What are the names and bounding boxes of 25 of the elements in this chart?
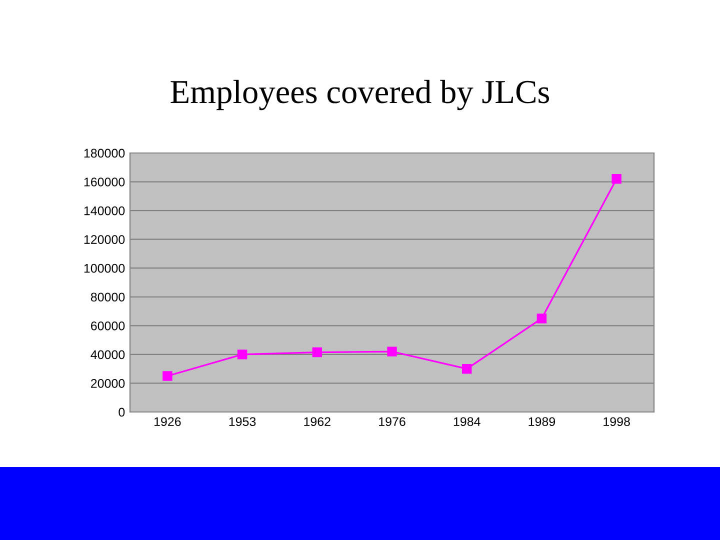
point	[612, 174, 622, 184]
point	[536, 314, 547, 324]
y-tick-label: 180000	[84, 148, 125, 158]
point	[387, 346, 397, 356]
y-tick-label: 160000	[84, 178, 125, 186]
y-tick-label: 0	[118, 408, 125, 417]
y-tick-label: 80000	[90, 292, 125, 302]
x-tick-label: 1984	[454, 417, 480, 426]
chart-title: Employees covered by JLCs	[170, 80, 550, 110]
y-tick-label: 20000	[91, 379, 125, 388]
y-tick-label: 140000	[84, 206, 125, 216]
y-tick-label: 40000	[90, 350, 125, 360]
point	[162, 371, 172, 381]
x-tick-label: 1962	[304, 417, 330, 426]
x-tick-label: 1926	[154, 417, 181, 426]
x-tick-label: 1989	[528, 417, 556, 426]
y-tick-label: 60000	[91, 321, 125, 330]
y-tick-label: 120000	[84, 235, 125, 244]
y-tick-label: 100000	[84, 264, 125, 273]
point	[237, 350, 248, 360]
x-tick-label: 1998	[604, 417, 630, 426]
point	[312, 347, 322, 358]
x-tick-label: 1953	[229, 417, 256, 426]
x-tick-label: 1976	[379, 417, 406, 426]
point	[462, 364, 472, 374]
